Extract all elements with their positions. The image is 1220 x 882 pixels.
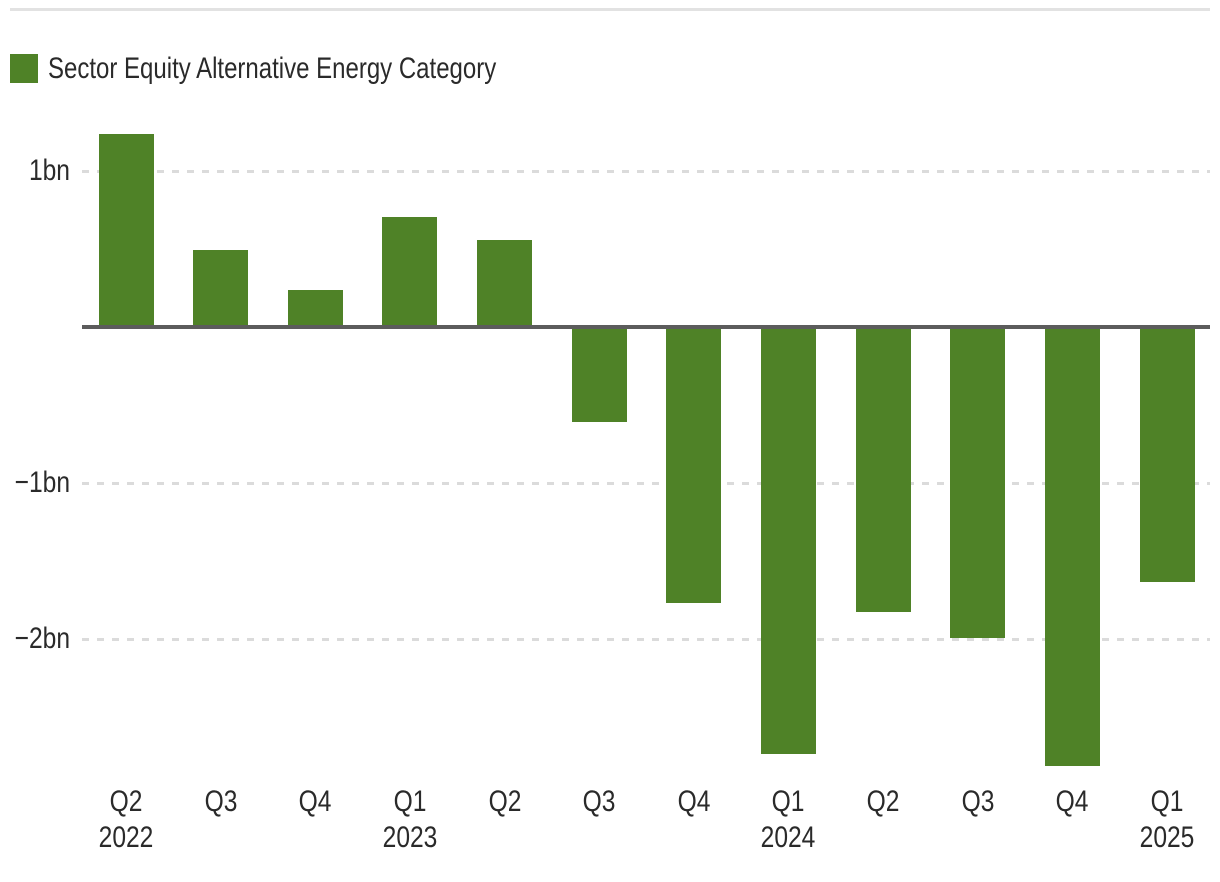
bar[interactable]: [666, 328, 722, 603]
x-tick-quarter: Q2: [866, 785, 900, 818]
x-tick-quarter: Q4: [298, 785, 332, 818]
x-tick-quarter: Q2: [488, 785, 521, 818]
x-tick-quarter: Q4: [1055, 785, 1089, 818]
x-tick-label: Q2: [835, 784, 931, 820]
bar[interactable]: [287, 290, 343, 326]
x-tick-label: Q3: [173, 784, 269, 820]
x-tick-quarter: Q1: [772, 785, 805, 818]
legend: Sector Equity Alternative Energy Categor…: [10, 53, 608, 84]
bar[interactable]: [950, 328, 1006, 639]
zero-axis-line: [82, 325, 1210, 329]
gridline: [82, 170, 1210, 173]
legend-swatch: [10, 54, 38, 83]
x-tick-label: Q1 2023: [362, 784, 458, 856]
x-tick-quarter: Q4: [677, 785, 711, 818]
x-tick-label: Q1 2024: [740, 784, 836, 856]
x-tick-quarter: Q3: [204, 785, 238, 818]
bar[interactable]: [1139, 328, 1195, 583]
x-tick-quarter: Q1: [1150, 785, 1184, 818]
x-tick-label: Q1 2025: [1119, 784, 1215, 856]
x-tick-label: Q2 2022: [78, 784, 174, 856]
x-tick-quarter: Q2: [109, 785, 143, 818]
bar[interactable]: [193, 249, 249, 326]
bar[interactable]: [855, 328, 911, 612]
x-tick-year: 2023: [382, 821, 438, 854]
x-tick-quarter: Q1: [393, 785, 427, 818]
bar[interactable]: [1044, 328, 1100, 767]
x-tick-label: Q4: [267, 784, 363, 820]
x-tick-year: 2022: [98, 821, 154, 854]
gridline: [82, 638, 1210, 641]
x-tick-quarter: Q3: [582, 785, 616, 818]
legend-label: Sector Equity Alternative Energy Categor…: [48, 52, 497, 85]
x-tick-label: Q2: [457, 784, 553, 820]
y-tick-label: −2bn: [14, 622, 71, 655]
y-tick-label: 1bn: [28, 154, 70, 187]
x-tick-year: 2024: [761, 821, 816, 854]
bar[interactable]: [571, 328, 627, 422]
x-tick-label: Q3: [551, 784, 647, 820]
x-tick-quarter: Q3: [961, 785, 995, 818]
y-tick-label: −1bn: [14, 466, 71, 499]
bar[interactable]: [382, 216, 438, 326]
bar[interactable]: [477, 240, 533, 326]
x-tick-label: Q4: [646, 784, 742, 820]
bar[interactable]: [760, 328, 816, 754]
x-tick-year: 2025: [1139, 821, 1195, 854]
x-tick-label: Q3: [930, 784, 1026, 820]
top-divider: [10, 8, 1210, 11]
x-tick-label: Q4: [1024, 784, 1120, 820]
bar[interactable]: [98, 134, 154, 326]
gridline: [82, 482, 1210, 485]
